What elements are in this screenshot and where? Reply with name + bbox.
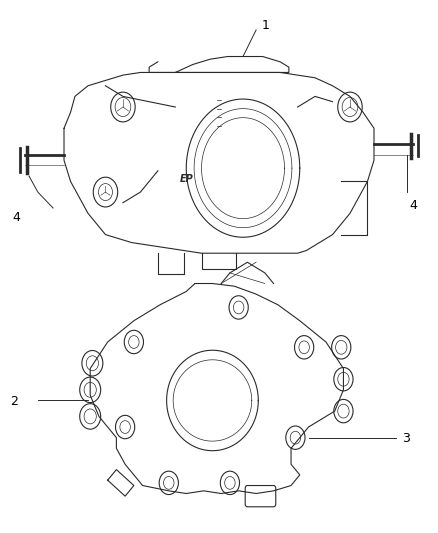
Text: EP: EP	[180, 174, 193, 184]
Text: 1: 1	[262, 19, 270, 32]
Text: 4: 4	[12, 211, 20, 224]
Text: 4: 4	[410, 199, 417, 212]
Text: 3: 3	[403, 432, 410, 445]
Text: 2: 2	[10, 395, 18, 408]
